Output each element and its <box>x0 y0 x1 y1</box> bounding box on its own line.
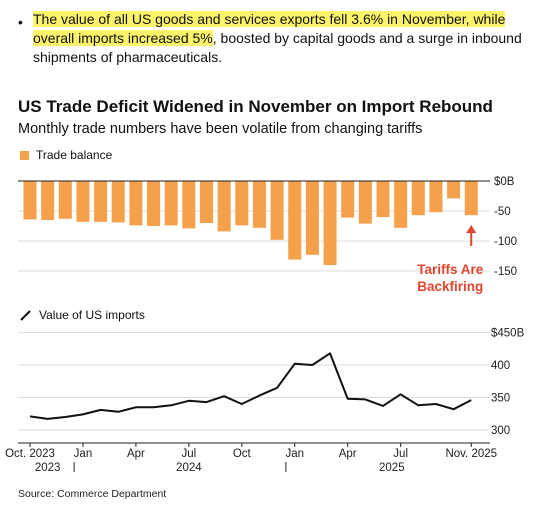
x-axis-year-label: 2024 <box>176 462 202 474</box>
line-swatch-icon <box>20 309 31 321</box>
trade-balance-bar <box>111 181 125 223</box>
trade-balance-bar <box>394 181 408 228</box>
trade-balance-bar <box>252 181 266 228</box>
trade-balance-bar <box>341 181 355 218</box>
line-y-tick-label: 400 <box>491 360 510 372</box>
legend-us-imports: Value of US imports <box>20 308 145 322</box>
legend-us-imports-label: Value of US imports <box>39 308 145 322</box>
trade-balance-bar <box>217 181 231 232</box>
line-y-tick-label: $450B <box>491 328 525 340</box>
legend-trade-balance: Trade balance <box>20 148 112 162</box>
trade-balance-bar <box>94 181 108 222</box>
annotation-text-line: Backfiring <box>417 279 483 294</box>
trade-balance-bar <box>129 181 143 226</box>
chart-subtitle: Monthly trade numbers have been volatile… <box>18 121 423 137</box>
key-point-text: The value of all US goods and services e… <box>33 10 533 67</box>
trade-balance-bar <box>305 181 319 255</box>
trade-balance-bar <box>147 181 161 226</box>
x-axis-month-label: Apr <box>127 448 145 460</box>
bar-y-tick-label: $0B <box>494 176 515 188</box>
x-axis-month-label: Jul <box>181 448 196 460</box>
annotation-text-line: Tariffs Are <box>417 262 484 277</box>
trade-balance-bar <box>164 181 178 226</box>
trade-balance-bar <box>270 181 284 240</box>
key-point-bullet: • The value of all US goods and services… <box>18 10 533 67</box>
source-note: Source: Commerce Department <box>18 488 167 500</box>
trade-balance-bar <box>323 181 337 265</box>
x-axis-month-label: Apr <box>339 448 357 460</box>
trade-balance-bar <box>288 181 302 260</box>
trade-balance-bar <box>41 181 55 220</box>
x-axis-year-label: 2023 <box>35 462 61 474</box>
x-axis-month-label: Jan <box>285 448 304 460</box>
trade-balance-bar <box>411 181 425 216</box>
line-y-tick-label: 300 <box>491 425 510 437</box>
x-axis-month-label: Jan <box>74 448 93 460</box>
legend-trade-balance-label: Trade balance <box>36 148 113 162</box>
bar-y-tick-label: -150 <box>494 266 517 278</box>
x-axis-year-label: 2025 <box>379 462 405 474</box>
line-y-tick-label: 350 <box>491 393 510 405</box>
x-axis-month-label: Nov. 2025 <box>445 448 497 460</box>
x-axis-month-label: Oct <box>233 448 252 460</box>
trade-balance-bar <box>376 181 390 217</box>
trade-balance-bar <box>76 181 90 222</box>
trade-balance-bar <box>235 181 249 226</box>
trade-balance-bar <box>23 181 37 220</box>
x-axis-month-label: Oct. 2023 <box>5 448 55 460</box>
bar-y-tick-label: -50 <box>494 206 511 218</box>
annotation-arrow-head-icon <box>466 225 477 233</box>
bar-y-tick-label: -100 <box>494 236 517 248</box>
x-axis-month-label: Jul <box>393 448 408 460</box>
imports-line <box>29 352 472 420</box>
key-point-rest: , boosted by capital goods and a surge i… <box>33 30 522 65</box>
trade-balance-bar <box>464 181 478 216</box>
trade-balance-bar <box>429 181 443 213</box>
trade-balance-bar <box>182 181 196 229</box>
bullet-dot-icon: • <box>18 14 23 30</box>
trade-balance-bar <box>447 181 461 199</box>
chart-title: US Trade Deficit Widened in November on … <box>18 97 493 116</box>
bar-swatch-icon <box>20 150 29 160</box>
trade-balance-bar <box>358 181 372 224</box>
trade-balance-bar <box>58 181 72 219</box>
trade-balance-bar <box>200 181 213 223</box>
